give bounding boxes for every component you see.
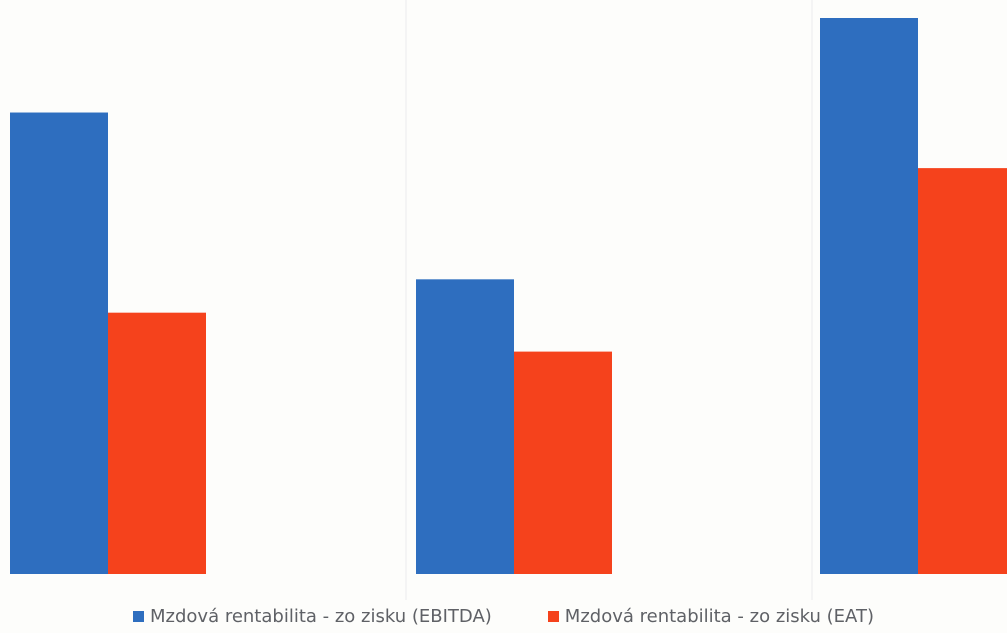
legend-entry-ebitda: Mzdová rentabilita - zo zisku (EBITDA) xyxy=(133,606,492,627)
category-separators xyxy=(405,0,813,600)
legend-entry-eat: Mzdová rentabilita - zo zisku (EAT) xyxy=(547,606,874,627)
legend-label-ebitda: Mzdová rentabilita - zo zisku (EBITDA) xyxy=(150,606,492,627)
bar-ebitda-group-2 xyxy=(416,279,514,574)
bar-eat-group-1 xyxy=(108,312,206,574)
bar-eat-group-2 xyxy=(514,351,612,574)
bar-series-group xyxy=(10,18,1007,575)
bar-ebitda-group-3 xyxy=(820,18,918,574)
bar-eat-group-3 xyxy=(918,168,1007,574)
chart-legend: Mzdová rentabilita - zo zisku (EBITDA) M… xyxy=(0,606,1007,627)
bar-ebitda-group-1 xyxy=(10,112,108,575)
legend-label-eat: Mzdová rentabilita - zo zisku (EAT) xyxy=(564,606,874,627)
legend-swatch-ebitda xyxy=(133,611,144,622)
legend-swatch-eat xyxy=(547,611,559,622)
